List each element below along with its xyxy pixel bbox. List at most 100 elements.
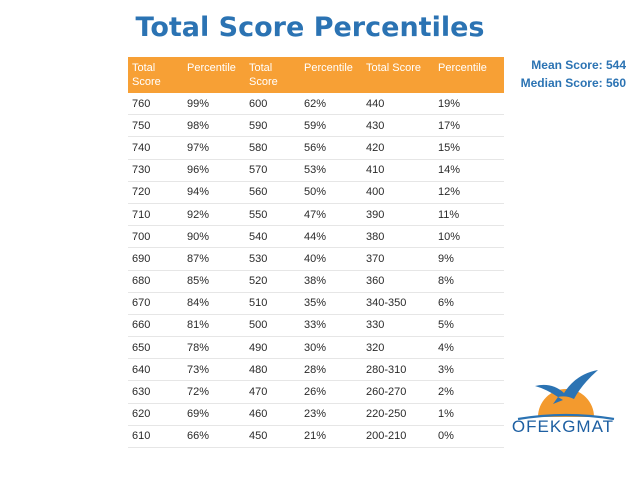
- table-row: 530 40%: [245, 247, 376, 271]
- score-cell: 560: [245, 181, 300, 204]
- percentile-table-3: Total Score Percentile 440 19% 430 17% 420 15…: [362, 57, 504, 449]
- percentile-table-1: Total Score Percentile 760 99% 750 98% 740 97…: [128, 57, 262, 449]
- score-cell: 530: [245, 247, 300, 271]
- score-cell: 200-210: [362, 425, 434, 449]
- table-row: 580 56%: [245, 136, 376, 160]
- table-row: 450 21%: [245, 425, 376, 449]
- score-cell: 730: [128, 159, 183, 182]
- median-score: Median Score: 560: [520, 76, 626, 90]
- percentile-cell: 6%: [434, 292, 504, 315]
- score-cell: 340-350: [362, 292, 434, 315]
- score-cell: 480: [245, 358, 300, 382]
- table-row: 400 12%: [362, 181, 504, 204]
- percentile-cell: 50%: [300, 181, 376, 204]
- percentile-cell: 62%: [300, 93, 376, 116]
- percentile-cell: 96%: [183, 159, 262, 182]
- table-row: 200-210 0%: [362, 425, 504, 449]
- percentile-cell: 84%: [183, 292, 262, 315]
- score-cell: 420: [362, 136, 434, 160]
- table-row: 370 9%: [362, 247, 504, 271]
- percentile-cell: 33%: [300, 314, 376, 338]
- table-row: 460 23%: [245, 403, 376, 426]
- score-cell: 700: [128, 225, 183, 249]
- score-stats: Mean Score: 544 Median Score: 560: [521, 56, 626, 92]
- score-cell: 610: [128, 425, 183, 449]
- percentile-cell: 87%: [183, 247, 262, 271]
- table-row: 340-350 6%: [362, 292, 504, 315]
- score-cell: 220-250: [362, 403, 434, 426]
- ofekgmat-logo: OFEKGMAT: [508, 362, 618, 442]
- table-row: 710 92%: [128, 203, 262, 227]
- table-row: 700 90%: [128, 225, 262, 249]
- percentile-cell: 26%: [300, 380, 376, 404]
- percentile-cell: 17%: [434, 114, 504, 138]
- percentile-cell: 40%: [300, 247, 376, 271]
- percentile-cell: 53%: [300, 159, 376, 182]
- score-cell: 760: [128, 93, 183, 116]
- table-row: 690 87%: [128, 247, 262, 271]
- percentile-cell: 38%: [300, 270, 376, 293]
- table-row: 550 47%: [245, 203, 376, 227]
- table-body: 760 99% 750 98% 740 97% 730 96% 720 94% 710 92% 700 9…: [128, 93, 262, 449]
- percentile-cell: 97%: [183, 136, 262, 160]
- score-cell: 570: [245, 159, 300, 182]
- percentile-cell: 12%: [434, 181, 504, 204]
- score-cell: 490: [245, 336, 300, 360]
- score-cell: 640: [128, 358, 183, 382]
- score-cell: 260-270: [362, 380, 434, 404]
- table-row: 600 62%: [245, 93, 376, 116]
- score-cell: 540: [245, 225, 300, 249]
- score-cell: 430: [362, 114, 434, 138]
- table-row: 440 19%: [362, 93, 504, 116]
- score-cell: 720: [128, 181, 183, 204]
- table-row: 360 8%: [362, 270, 504, 293]
- table-row: 720 94%: [128, 181, 262, 204]
- column-header-percentile: Percentile: [434, 57, 504, 93]
- percentile-cell: 11%: [434, 203, 504, 227]
- score-cell: 460: [245, 403, 300, 426]
- percentile-cell: 3%: [434, 358, 504, 382]
- percentile-cell: 9%: [434, 247, 504, 271]
- percentile-cell: 10%: [434, 225, 504, 249]
- score-cell: 680: [128, 270, 183, 293]
- table-row: 500 33%: [245, 314, 376, 338]
- score-cell: 400: [362, 181, 434, 204]
- table-header-row: Total Score Percentile: [128, 57, 262, 93]
- table-row: 670 84%: [128, 292, 262, 315]
- score-cell: 320: [362, 336, 434, 360]
- table-row: 640 73%: [128, 358, 262, 382]
- table-row: 610 66%: [128, 425, 262, 449]
- score-cell: 410: [362, 159, 434, 182]
- percentile-cell: 69%: [183, 403, 262, 426]
- percentile-cell: 4%: [434, 336, 504, 360]
- score-cell: 440: [362, 93, 434, 116]
- score-cell: 470: [245, 380, 300, 404]
- score-cell: 630: [128, 380, 183, 404]
- mean-score: Mean Score: 544: [531, 58, 626, 72]
- table-body: 600 62% 590 59% 580 56% 570 53% 560 50% 550 47% 540 4…: [245, 93, 376, 449]
- score-cell: 360: [362, 270, 434, 293]
- score-cell: 660: [128, 314, 183, 338]
- score-cell: 390: [362, 203, 434, 227]
- score-cell: 580: [245, 136, 300, 160]
- score-cell: 750: [128, 114, 183, 138]
- table-row: 650 78%: [128, 336, 262, 360]
- table-row: 590 59%: [245, 114, 376, 138]
- percentile-cell: 78%: [183, 336, 262, 360]
- percentile-cell: 99%: [183, 93, 262, 116]
- score-cell: 520: [245, 270, 300, 293]
- percentile-cell: 92%: [183, 203, 262, 227]
- table-row: 680 85%: [128, 270, 262, 293]
- percentile-cell: 81%: [183, 314, 262, 338]
- score-cell: 600: [245, 93, 300, 116]
- percentile-cell: 90%: [183, 225, 262, 249]
- percentile-cell: 98%: [183, 114, 262, 138]
- table-row: 630 72%: [128, 380, 262, 404]
- score-cell: 590: [245, 114, 300, 138]
- table-row: 570 53%: [245, 159, 376, 182]
- percentile-cell: 73%: [183, 358, 262, 382]
- score-cell: 650: [128, 336, 183, 360]
- table-row: 380 10%: [362, 225, 504, 249]
- percentile-cell: 59%: [300, 114, 376, 138]
- logo-wordmark: OFEKGMAT: [511, 417, 615, 436]
